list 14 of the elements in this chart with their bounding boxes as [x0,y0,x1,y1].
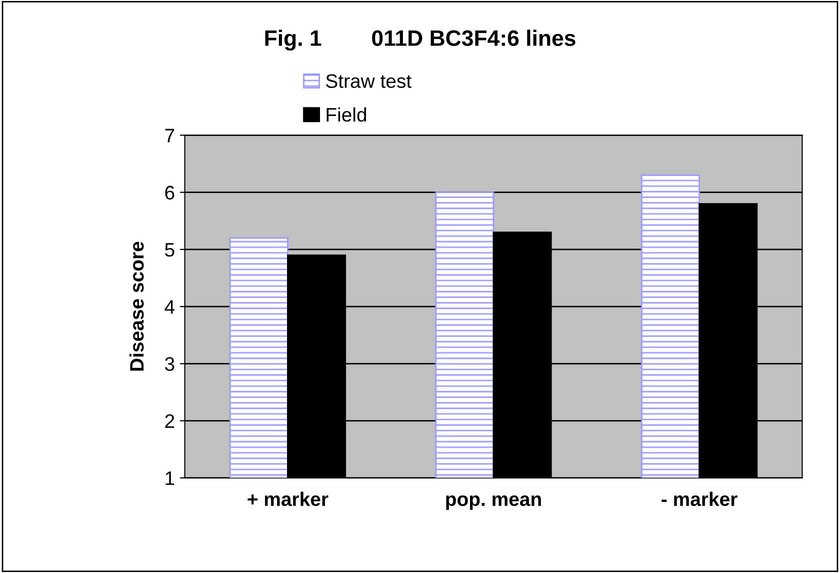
y-tick-label: 5 [165,243,174,257]
y-tick-label: 1 [166,472,174,485]
y-tick-label: 7 [165,128,174,142]
y-tick-label: 6 [165,186,174,200]
y-tick-label: 4 [164,300,175,314]
y-tick-label: 2 [165,414,174,428]
x-tick-label: pop. mean [446,495,541,510]
chart-title: Fig. 1 011D BC3F4:6 lines [265,30,576,51]
legend-label: Field [326,107,366,122]
x-tick-label: + marker [248,492,328,506]
y-axis-title: Disease score [129,242,144,371]
y-tick-label: 3 [165,357,174,371]
x-tick-label: - marker [662,492,738,506]
legend-label: Straw test [326,74,412,88]
